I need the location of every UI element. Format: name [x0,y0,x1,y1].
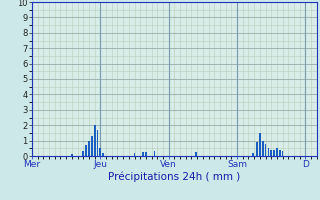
Bar [71,154,73,156]
Bar [268,148,269,156]
Bar [91,136,93,156]
Bar [270,150,272,156]
Bar [102,153,104,156]
Bar [145,152,147,156]
Bar [83,151,84,156]
Bar [276,148,278,156]
Bar [88,141,90,156]
Bar [97,130,98,156]
Bar [282,151,284,156]
Bar [262,141,264,156]
Bar [265,144,266,156]
Bar [154,151,155,156]
Bar [94,125,95,156]
Bar [195,152,196,156]
Bar [134,153,135,156]
Bar [252,153,253,156]
Bar [142,152,144,156]
Bar [100,148,101,156]
Bar [273,150,275,156]
Bar [85,145,87,156]
Bar [259,133,261,156]
Bar [279,150,281,156]
X-axis label: Précipitations 24h ( mm ): Précipitations 24h ( mm ) [108,172,241,182]
Bar [256,142,258,156]
